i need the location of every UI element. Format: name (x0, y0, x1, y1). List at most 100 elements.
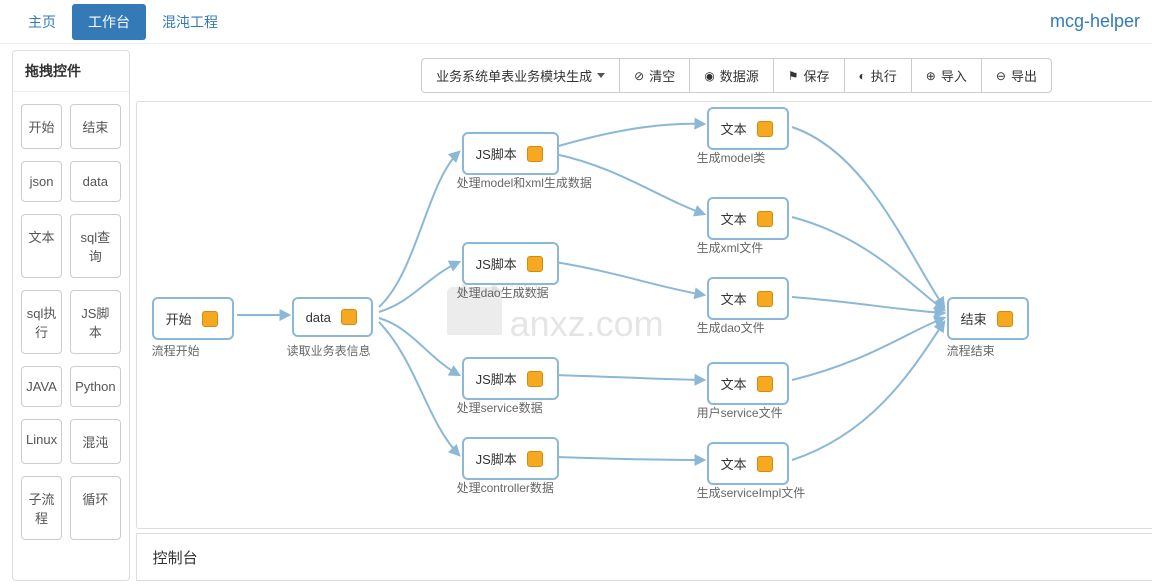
palette-item-7[interactable]: JS脚本 (70, 290, 120, 354)
palette-item-0[interactable]: 开始 (21, 104, 62, 149)
edge-js3-t4 (555, 375, 704, 380)
edge-t2-end (792, 217, 944, 310)
nav-tabs: 主页工作台混沌工程 (12, 2, 234, 42)
node-square-icon (341, 309, 357, 325)
palette-item-12[interactable]: 子流程 (21, 476, 62, 540)
node-square-icon (757, 211, 773, 227)
node-text: data (306, 310, 331, 325)
flow-node-t5[interactable]: 文本 (707, 442, 789, 485)
node-square-icon (527, 146, 543, 162)
node-text: JS脚本 (476, 449, 517, 468)
run-button[interactable]: ◐ 执行 (844, 58, 912, 93)
node-caption-t1: 生成model类 (697, 149, 766, 166)
run-icon: ◐ (859, 69, 866, 83)
node-text: 文本 (721, 374, 747, 393)
flow-node-t2[interactable]: 文本 (707, 197, 789, 240)
flow-node-start[interactable]: 开始 (152, 297, 234, 340)
node-caption-end: 流程结束 (947, 342, 995, 359)
sidebar: 拖拽控件 开始结束jsondata文本sql查询sql执行JS脚本JAVAPyt… (12, 50, 130, 581)
node-caption-t3: 生成dao文件 (697, 319, 765, 336)
watermark-text: anxz.com (510, 303, 664, 345)
palette-item-10[interactable]: Linux (21, 419, 62, 464)
brand: mcg-helper (1050, 11, 1140, 32)
edge-t3-end (792, 297, 944, 313)
clear-button[interactable]: ⊘ 清空 (619, 58, 690, 93)
node-square-icon (527, 371, 543, 387)
node-square-icon (757, 456, 773, 472)
edge-js2-t3 (555, 262, 704, 295)
edge-js1-t1 (555, 124, 704, 147)
edge-t1-end (792, 127, 944, 307)
db-icon: ◉ (704, 69, 714, 83)
clear-label: 清空 (649, 66, 675, 85)
node-square-icon (757, 376, 773, 392)
export-label: 导出 (1011, 66, 1037, 85)
node-text: 开始 (166, 309, 192, 328)
flow-node-data[interactable]: data (292, 297, 373, 337)
save-icon: ⚑ (788, 69, 799, 83)
flow-node-t4[interactable]: 文本 (707, 362, 789, 405)
dropdown-button[interactable]: 业务系统单表业务模块生成 (421, 58, 620, 93)
node-text: 文本 (721, 209, 747, 228)
node-text: JS脚本 (476, 254, 517, 273)
node-caption-t2: 生成xml文件 (697, 239, 764, 256)
node-text: 文本 (721, 119, 747, 138)
palette-item-2[interactable]: json (21, 161, 62, 202)
node-square-icon (527, 451, 543, 467)
node-caption-start: 流程开始 (152, 342, 200, 359)
nav-tab-2[interactable]: 混沌工程 (146, 2, 234, 42)
node-caption-t4: 用户service文件 (697, 404, 783, 421)
node-text: JS脚本 (476, 369, 517, 388)
node-square-icon (997, 311, 1013, 327)
run-label: 执行 (871, 66, 897, 85)
node-text: 文本 (721, 289, 747, 308)
palette-item-3[interactable]: data (70, 161, 120, 202)
console-title: 控制台 (153, 547, 198, 568)
edge-t4-end (792, 318, 944, 380)
node-text: 文本 (721, 454, 747, 473)
palette-item-8[interactable]: JAVA (21, 366, 62, 407)
flow-node-t3[interactable]: 文本 (707, 277, 789, 320)
node-text: JS脚本 (476, 144, 517, 163)
flow-node-end[interactable]: 结束 (947, 297, 1029, 340)
main: 拖拽控件 开始结束jsondata文本sql查询sql执行JS脚本JAVAPyt… (0, 44, 1152, 587)
save-button[interactable]: ⚑ 保存 (773, 58, 845, 93)
node-caption-js3: 处理service数据 (457, 399, 543, 416)
node-caption-t5: 生成serviceImpl文件 (697, 484, 806, 501)
export-icon: ⊖ (996, 69, 1006, 83)
edge-js4-t5 (555, 457, 704, 460)
flow-node-js3[interactable]: JS脚本 (462, 357, 559, 400)
top-nav: 主页工作台混沌工程 mcg-helper (0, 0, 1152, 44)
sidebar-title: 拖拽控件 (13, 51, 129, 92)
node-caption-data: 读取业务表信息 (287, 342, 371, 359)
palette-item-1[interactable]: 结束 (70, 104, 120, 149)
export-button[interactable]: ⊖ 导出 (981, 58, 1052, 93)
palette-item-13[interactable]: 循环 (70, 476, 120, 540)
datasource-button[interactable]: ◉ 数据源 (689, 58, 774, 93)
import-button[interactable]: ⊕ 导入 (911, 58, 982, 93)
node-caption-js4: 处理controller数据 (457, 479, 554, 496)
palette-item-5[interactable]: sql查询 (70, 214, 120, 278)
edge-t5-end (792, 322, 944, 460)
save-label: 保存 (804, 66, 830, 85)
palette-item-9[interactable]: Python (70, 366, 120, 407)
ban-icon: ⊘ (634, 69, 644, 83)
palette: 开始结束jsondata文本sql查询sql执行JS脚本JAVAPythonLi… (13, 92, 129, 552)
node-text: 结束 (961, 309, 987, 328)
palette-item-4[interactable]: 文本 (21, 214, 62, 278)
toolbar: 业务系统单表业务模块生成 ⊘ 清空 ◉ 数据源 ⚑ 保存 ◐ 执行 (136, 50, 1152, 101)
flow-node-js2[interactable]: JS脚本 (462, 242, 559, 285)
palette-item-11[interactable]: 混沌 (70, 419, 120, 464)
toolbar-buttons: 业务系统单表业务模块生成 ⊘ 清空 ◉ 数据源 ⚑ 保存 ◐ 执行 (421, 58, 1052, 93)
canvas[interactable]: 安下 anxz.com 开始流程开始data读取业务表信息JS脚本处理model… (136, 101, 1152, 529)
palette-item-6[interactable]: sql执行 (21, 290, 62, 354)
flow-node-t1[interactable]: 文本 (707, 107, 789, 150)
node-square-icon (202, 311, 218, 327)
flow-node-js1[interactable]: JS脚本 (462, 132, 559, 175)
canvas-inner: 安下 anxz.com 开始流程开始data读取业务表信息JS脚本处理model… (137, 102, 1152, 529)
nav-tab-1[interactable]: 工作台 (72, 4, 146, 40)
nav-tab-0[interactable]: 主页 (12, 2, 72, 42)
flow-node-js4[interactable]: JS脚本 (462, 437, 559, 480)
node-square-icon (527, 256, 543, 272)
edge-data-js1 (379, 152, 459, 307)
